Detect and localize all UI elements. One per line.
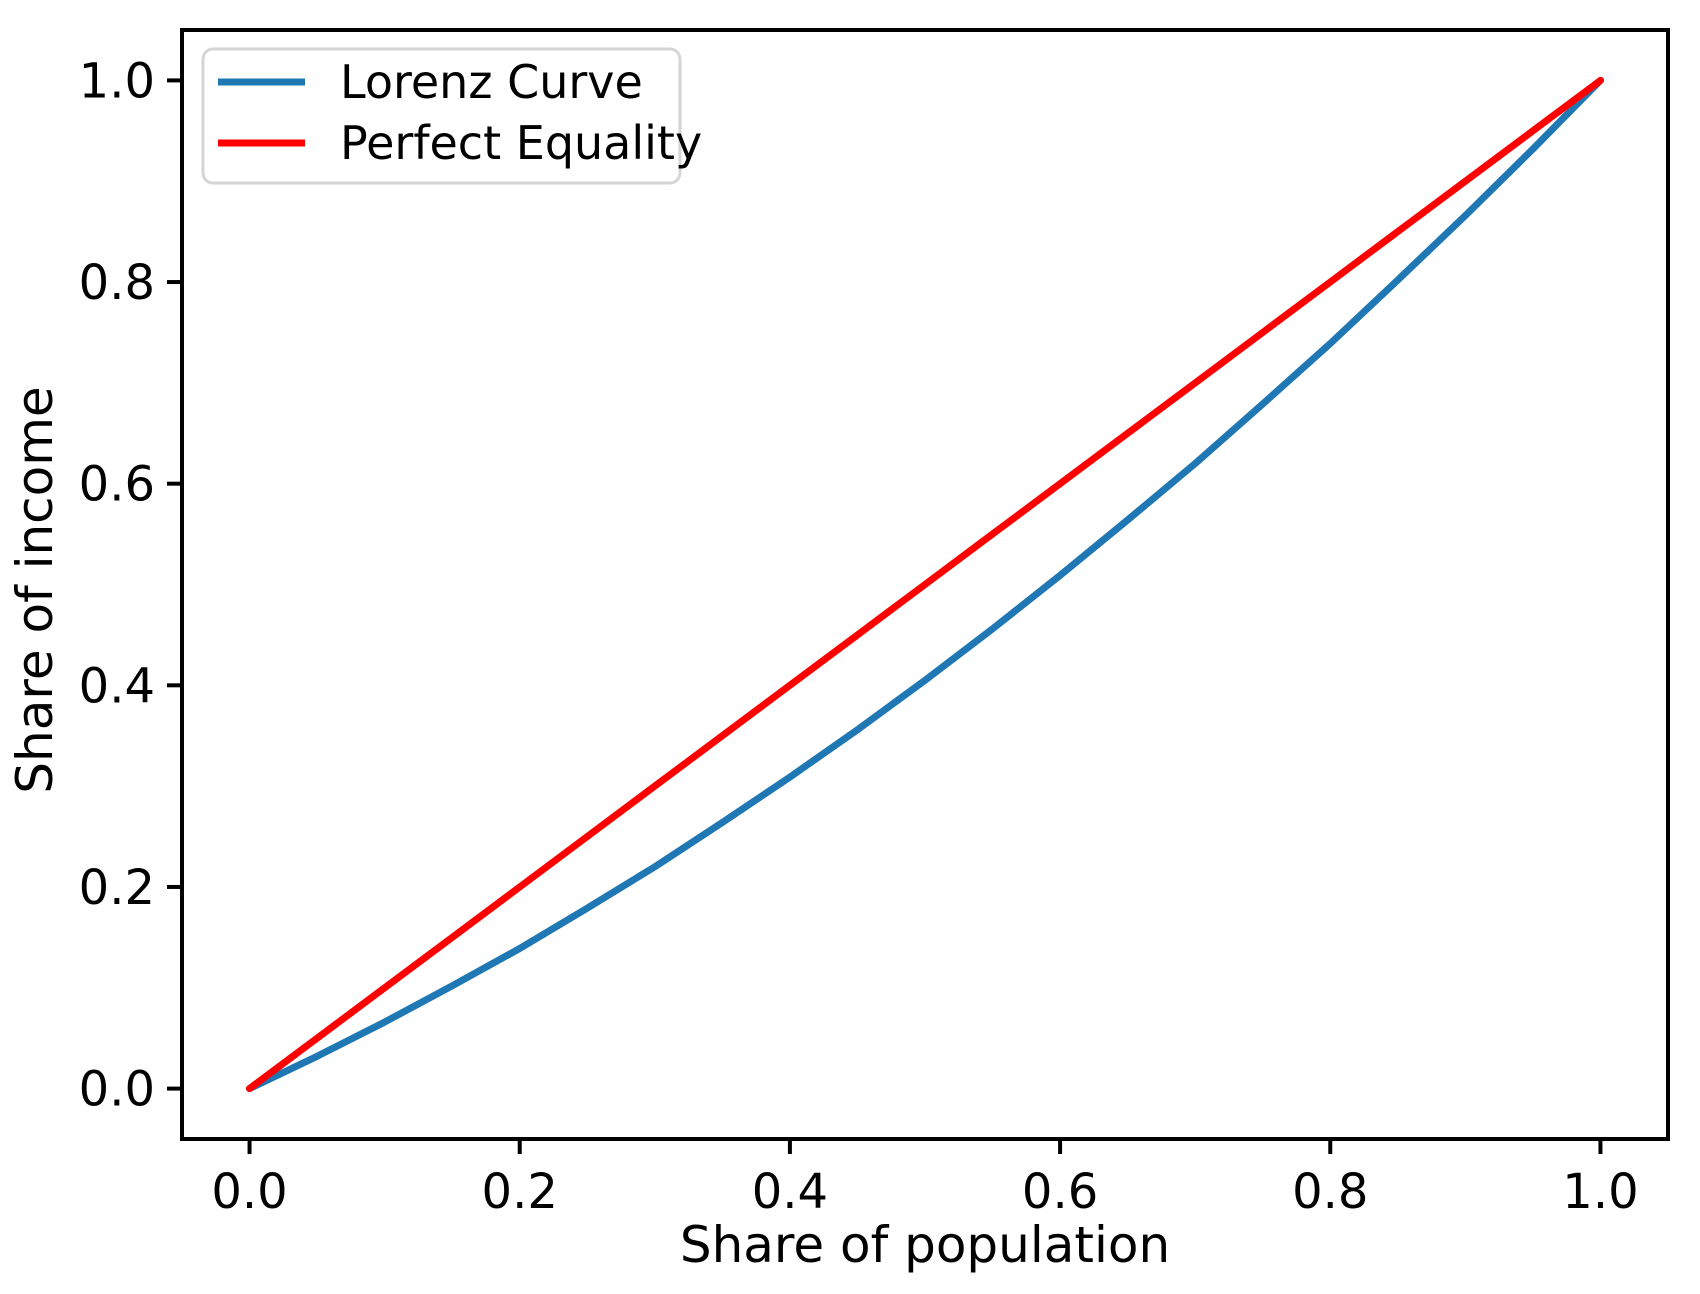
x-tick-label: 0.0 [211, 1164, 287, 1220]
y-tick-label: 0.2 [79, 860, 155, 916]
y-tick-label: 0.0 [79, 1062, 155, 1118]
y-tick-label: 0.4 [79, 658, 155, 714]
x-tick-label: 0.2 [482, 1164, 558, 1220]
y-axis-label: Share of income [6, 386, 64, 793]
x-tick-label: 0.8 [1292, 1164, 1368, 1220]
y-tick-label: 0.6 [79, 457, 155, 513]
x-tick-label: 0.4 [752, 1164, 828, 1220]
legend-label: Lorenz Curve [340, 55, 643, 109]
perfect-equality-line [246, 76, 1604, 1093]
legend-label: Perfect Equality [340, 116, 702, 170]
y-tick-label: 1.0 [79, 53, 155, 109]
x-tick-label: 0.6 [1022, 1164, 1098, 1220]
y-tick-label: 0.8 [79, 255, 155, 311]
axes-spines [180, 28, 1670, 1141]
lorenz-curve-line [246, 76, 1604, 1093]
x-axis-label: Share of population [680, 1216, 1170, 1274]
legend-box [201, 47, 682, 185]
x-tick-label: 1.0 [1562, 1164, 1638, 1220]
